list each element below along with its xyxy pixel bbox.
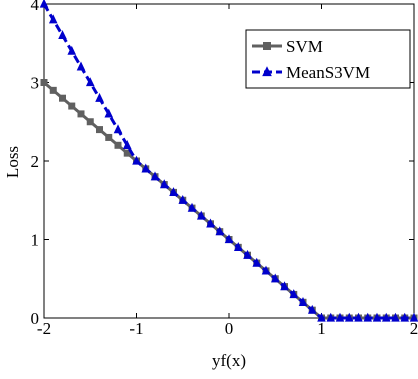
x-tick-label: -2 (37, 319, 51, 338)
x-tick-label: 0 (225, 319, 234, 338)
svm-marker (97, 127, 103, 133)
legend-label: MeanS3VM (286, 63, 370, 82)
y-tick-label: 1 (31, 231, 40, 250)
x-tick-label: -1 (129, 319, 143, 338)
y-tick-label: 4 (31, 0, 40, 14)
svm-marker (264, 43, 271, 50)
svm-marker (69, 103, 75, 109)
y-tick-label: 0 (31, 309, 40, 328)
y-axis-label: Loss (3, 146, 22, 178)
svm-marker (115, 142, 121, 148)
x-tick-label: 1 (317, 319, 326, 338)
y-tick-label: 2 (31, 152, 40, 171)
svm-marker (106, 134, 112, 140)
svm-marker (87, 119, 93, 125)
svm-marker (60, 95, 66, 101)
x-axis-label: yf(x) (212, 351, 246, 370)
legend: SVM MeanS3VM (246, 30, 410, 88)
y-tick-label: 3 (31, 74, 40, 93)
svm-marker (78, 111, 84, 117)
svm-marker (50, 87, 56, 93)
x-tick-label: 2 (410, 319, 418, 338)
legend-label: SVM (286, 37, 323, 56)
svm-marker (41, 80, 47, 86)
